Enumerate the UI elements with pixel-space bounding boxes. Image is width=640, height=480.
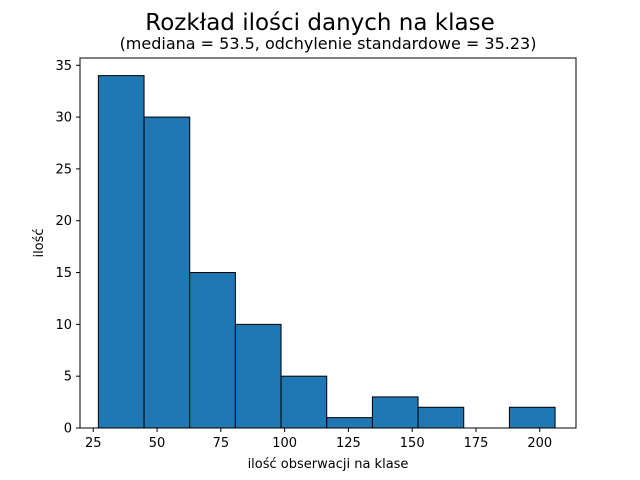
histogram-bar	[326, 417, 373, 429]
plot-frame	[79, 57, 577, 429]
histogram-bar	[371, 396, 419, 429]
histogram-bar	[417, 406, 465, 429]
x-axis-ticks: 25 50 75 100 125 150 175 200	[85, 428, 552, 451]
x-tick-label: 75	[213, 436, 230, 451]
histogram-bar	[97, 75, 145, 429]
histogram-bar	[280, 375, 328, 429]
histogram-bars	[97, 75, 556, 429]
x-tick-label: 200	[527, 436, 552, 451]
x-tick-label: 125	[336, 436, 361, 451]
y-tick-label: 35	[55, 59, 72, 74]
y-tick-label: 5	[64, 370, 72, 385]
y-tick-label: 25	[55, 162, 72, 177]
x-tick-label: 175	[464, 436, 489, 451]
histogram-bar	[189, 272, 236, 429]
y-tick-label: 0	[64, 422, 72, 437]
x-tick-label: 25	[85, 436, 102, 451]
histogram-bar	[143, 116, 191, 429]
y-tick-label: 15	[55, 266, 72, 281]
y-axis-label: ilość	[32, 228, 47, 257]
y-tick-label: 10	[55, 318, 72, 333]
chart-subtitle: (mediana = 53.5, odchylenie standardowe …	[120, 34, 537, 53]
histogram-bar	[234, 323, 282, 429]
x-tick-label: 100	[272, 436, 297, 451]
x-axis-label: ilość obserwacji na klase	[248, 457, 409, 472]
x-tick-label: 150	[400, 436, 425, 451]
y-axis-ticks: 0 5 10 15 20 25 30 35	[55, 59, 80, 437]
histogram-bar	[508, 406, 556, 429]
y-tick-label: 30	[55, 111, 72, 126]
chart-title: Rozkład ilości danych na klase	[145, 10, 494, 36]
y-tick-label: 20	[55, 214, 72, 229]
x-tick-label: 50	[149, 436, 166, 451]
